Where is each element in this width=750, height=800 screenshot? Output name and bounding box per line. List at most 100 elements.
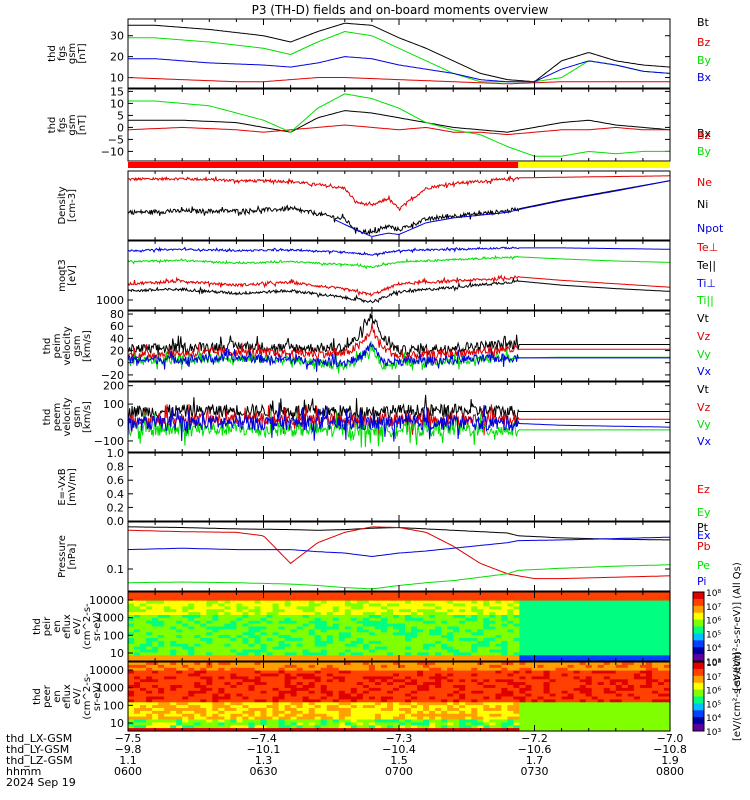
spectrogram-cell — [633, 705, 641, 709]
spectrogram-cell — [212, 716, 219, 721]
spectrogram-cell — [356, 612, 364, 616]
spectrogram-cell — [230, 670, 237, 675]
spectrogram-cell — [453, 600, 460, 605]
spectrogram-cell — [447, 640, 454, 645]
spectrogram-cell — [296, 667, 304, 672]
spectrogram-cell — [236, 623, 243, 628]
spectrogram-cell — [146, 679, 153, 683]
spectrogram-cell — [200, 629, 207, 633]
spectrogram-cell — [182, 652, 189, 656]
spectrogram-cell — [579, 679, 587, 683]
spectrogram-cell — [471, 705, 478, 709]
colorbar-segment — [693, 668, 704, 677]
spectrogram-cell — [224, 626, 231, 630]
spectrogram-cell — [459, 617, 466, 622]
spectrogram-cell — [549, 617, 557, 622]
spectrogram-cell — [350, 626, 358, 630]
spectrogram-cell — [236, 632, 243, 636]
spectrogram-cell — [664, 705, 671, 709]
spectrogram-cell — [380, 603, 388, 607]
spectrogram-cell — [399, 716, 406, 721]
spectrogram-cell — [158, 710, 165, 715]
spectrogram-cell — [471, 687, 478, 692]
spectrogram-cell — [633, 635, 641, 639]
ylabel-fgs_total-1: fgs — [57, 46, 68, 61]
spectrogram-cell — [561, 646, 569, 651]
spectrogram-cell — [188, 664, 195, 669]
spectrogram-cell — [579, 708, 587, 712]
spectrogram-cell — [224, 713, 231, 718]
spectrogram-cell — [573, 655, 581, 659]
spectrogram-cell — [194, 600, 201, 605]
spectrogram-cell — [266, 673, 274, 677]
spectrogram-cell — [543, 652, 551, 656]
spectrogram-cell — [218, 670, 225, 675]
spectrogram-cell — [230, 676, 237, 680]
spectrogram-cell — [362, 679, 370, 683]
spectrogram-cell — [350, 682, 358, 686]
spectrogram-cell — [320, 617, 328, 622]
spectrogram-cell — [447, 710, 454, 715]
spectrogram-cell — [278, 728, 286, 732]
spectrogram-cell — [471, 609, 478, 613]
spectrogram-cell — [549, 594, 557, 599]
spectrogram-cell — [170, 664, 177, 669]
spectrogram-cell — [591, 682, 599, 686]
ylabel-peem_velocity-2: velocity — [62, 397, 73, 436]
spectrogram-cell — [134, 725, 141, 729]
spectrogram-cell — [621, 713, 629, 718]
spectrogram-cell — [483, 649, 490, 653]
spectrogram-cell — [362, 609, 370, 613]
spectrogram-cell — [664, 719, 671, 723]
spectrogram-cell — [332, 670, 340, 675]
spectrogram-cell — [200, 705, 207, 709]
spectrogram-cell — [645, 606, 653, 610]
legend-fgs_components-0: Bx — [697, 127, 712, 140]
spectrogram-cell — [308, 725, 316, 729]
spectrogram-cell — [362, 629, 370, 633]
spectrogram-cell — [200, 728, 207, 732]
spectrogram-cell — [332, 679, 340, 683]
spectrogram-cell — [573, 679, 581, 683]
spectrogram-cell — [429, 649, 436, 653]
spectrogram-cell — [152, 603, 159, 607]
spectrogram-cell — [344, 710, 352, 715]
spectrogram-cell — [597, 719, 605, 723]
spectrogram-cell — [585, 722, 593, 726]
spectrogram-cell — [254, 728, 262, 732]
spectrogram-cell — [435, 632, 442, 636]
spectrogram-cell — [236, 670, 243, 675]
spectrogram-cell — [633, 658, 641, 662]
ylabel-fgs_components-0: thd — [47, 117, 58, 134]
spectrogram-cell — [206, 670, 213, 675]
spectrogram-cell — [543, 687, 551, 692]
spectrogram-cell — [164, 722, 171, 726]
spectrogram-cell — [362, 597, 370, 602]
spectrogram-cell — [429, 632, 436, 636]
spectrogram-cell — [417, 658, 424, 662]
spectrogram-cell — [290, 658, 298, 662]
spectrogram-cell — [182, 713, 189, 718]
spectrogram-cell — [200, 685, 207, 689]
spectrogram-cell — [332, 626, 340, 630]
spectrogram-cell — [140, 710, 147, 715]
spectrogram-cell — [453, 640, 460, 645]
spectrogram-cell — [182, 655, 189, 659]
spectrogram-cell — [374, 600, 382, 605]
spectrogram-cell — [302, 632, 310, 636]
spectrogram-cell — [435, 592, 442, 596]
spectrogram-cell — [453, 655, 460, 659]
spectrogram-cell — [645, 640, 653, 645]
spectrogram-cell — [266, 623, 274, 628]
spectrogram-cell — [549, 693, 557, 698]
spectrogram-cell — [320, 649, 328, 653]
spectrogram-cell — [314, 682, 322, 686]
spectrogram-cell — [320, 643, 328, 648]
spectrogram-cell — [362, 722, 370, 726]
spectrogram-cell — [164, 592, 171, 596]
spectrogram-cell — [206, 713, 213, 718]
spectrogram-cell — [206, 612, 213, 616]
spectrogram-cell — [603, 658, 611, 662]
spectrogram-cell — [658, 609, 665, 613]
spectrogram-cell — [537, 600, 545, 605]
